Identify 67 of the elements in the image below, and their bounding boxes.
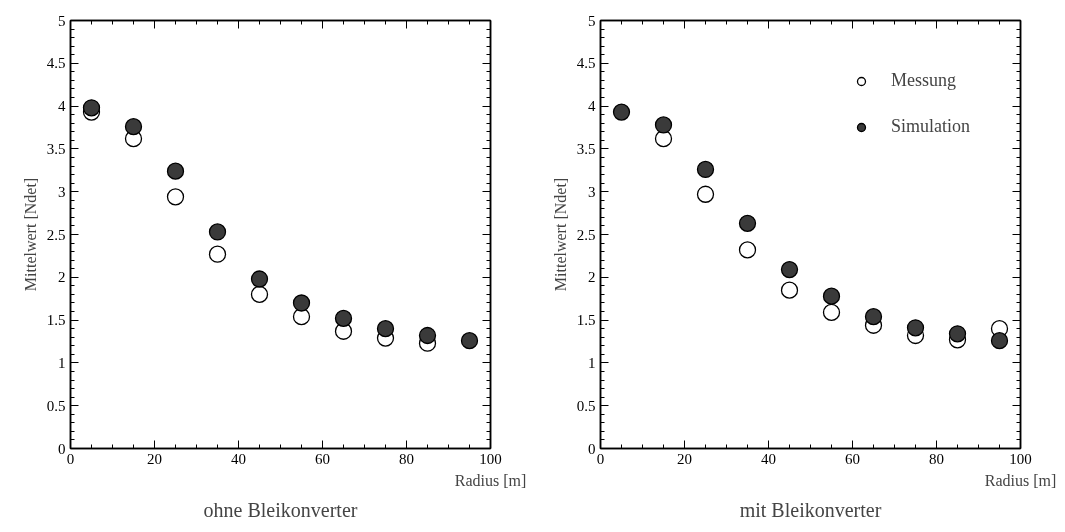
point	[166, 162, 185, 180]
y-tick-label: 2	[588, 269, 596, 286]
x-tick-label: 40	[231, 450, 246, 467]
point	[292, 308, 311, 326]
y-axis-title: Mittelwert [Ndet]	[551, 177, 569, 292]
point	[780, 281, 799, 299]
x-axis-title: Radius [m]	[984, 471, 1057, 489]
x-tick-label: 40	[761, 450, 776, 467]
y-tick-label: 4	[58, 98, 66, 115]
point	[822, 303, 841, 322]
y-tick-label: 1.5	[46, 312, 66, 329]
point	[906, 319, 925, 337]
point	[376, 320, 395, 338]
y-tick-label: 1	[588, 354, 596, 371]
point	[124, 118, 143, 136]
point	[864, 308, 883, 326]
point	[166, 188, 185, 206]
y-tick-label: 3.5	[46, 140, 66, 157]
x-tick-label: 100	[1009, 450, 1032, 467]
x-tick-label: 80	[929, 450, 944, 467]
x-tick-label: 100	[479, 450, 502, 467]
y-tick-label: 3.5	[576, 140, 596, 157]
y-tick-label: 4	[588, 98, 596, 115]
x-tick-label: 80	[399, 450, 414, 467]
point	[696, 185, 715, 203]
y-tick-label: 1.5	[576, 312, 596, 329]
legend-label: Messung	[890, 70, 956, 91]
point	[696, 160, 715, 179]
point	[654, 129, 673, 148]
point	[822, 287, 841, 305]
point	[250, 270, 269, 288]
x-tick-label: 20	[147, 450, 162, 467]
point	[334, 309, 353, 328]
y-tick-label: 0.5	[46, 397, 66, 414]
y-tick-label: 2.5	[46, 226, 66, 243]
point	[948, 325, 967, 343]
y-tick-label: 5	[58, 12, 66, 29]
point	[780, 260, 799, 279]
legend-label: Simulation	[890, 116, 970, 137]
y-tick-label: 2	[58, 269, 66, 286]
y-tick-label: 4.5	[46, 55, 66, 72]
y-tick-label: 0.5	[576, 397, 596, 414]
point	[738, 214, 757, 233]
point	[612, 103, 631, 121]
point	[418, 326, 437, 345]
x-tick-label: 60	[845, 450, 860, 467]
y-tick-label: 5	[588, 12, 596, 29]
y-tick-label: 2.5	[576, 226, 596, 243]
point	[292, 294, 311, 312]
point	[738, 241, 757, 259]
x-tick-label: 20	[677, 450, 692, 467]
point	[208, 223, 227, 241]
x-axis-title: Radius [m]	[454, 471, 527, 489]
y-tick-label: 1	[58, 354, 66, 371]
y-tick-label: 4.5	[576, 55, 596, 72]
y-tick-label: 3	[588, 183, 596, 200]
point	[654, 116, 673, 134]
x-tick-label: 60	[315, 450, 330, 467]
text: ohne Bleikonverter	[203, 498, 358, 521]
point	[460, 332, 479, 350]
point	[208, 245, 227, 263]
point	[990, 332, 1009, 350]
text: mit Bleikonverter	[739, 498, 882, 521]
y-axis-title: Mittelwert [Ndet]	[21, 177, 39, 292]
y-tick-label: 3	[58, 183, 66, 200]
point	[82, 99, 101, 117]
point	[250, 285, 269, 304]
